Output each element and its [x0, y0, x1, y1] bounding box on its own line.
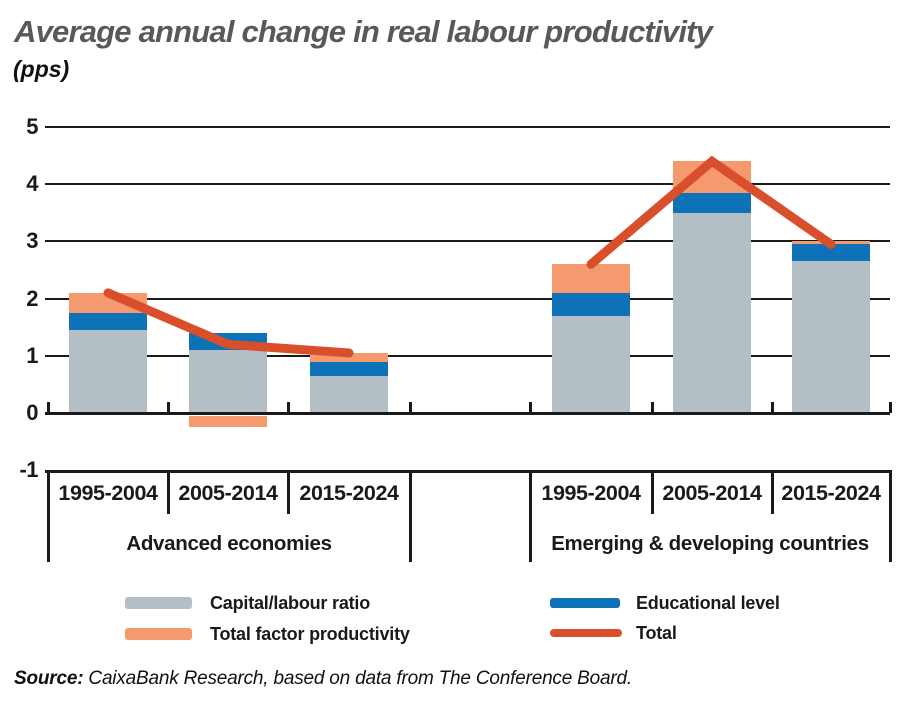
group-label-0: Advanced economies: [126, 532, 332, 555]
table-divider: [771, 470, 774, 514]
table-divider: [651, 470, 654, 514]
y-axis-label-5: 5: [26, 114, 38, 139]
period-label-3: 1995-2004: [541, 481, 641, 505]
x-axis-tick: [651, 402, 654, 413]
table-divider: [167, 470, 170, 514]
x-axis-tick: [287, 402, 290, 413]
bar-tfp-0: [69, 292, 147, 313]
period-label-0: 1995-2004: [58, 481, 158, 505]
table-divider: [529, 470, 532, 562]
legend: Capital/labour ratio Total factor produc…: [0, 585, 900, 655]
group-label-1: Emerging & developing countries: [551, 532, 869, 555]
bar-educational-1: [189, 332, 267, 351]
bar-tfp-5: [792, 241, 870, 245]
bar-capital-labour-0: [69, 330, 147, 413]
legend-label-capital-labour-ratio: Capital/labour ratio: [210, 593, 371, 613]
period-label-2: 2015-2024: [299, 481, 399, 505]
y-axis-label-4: 4: [26, 171, 38, 197]
gridline-1: [45, 354, 890, 357]
y-axis-label-0: 0: [26, 400, 38, 425]
bar-tfp-3: [552, 264, 630, 293]
source-note: Source: CaixaBank Research, based on dat…: [14, 668, 632, 690]
bar-tfp-2: [310, 352, 388, 362]
x-axis-tick: [167, 402, 170, 413]
y-axis-label-2: 2: [26, 285, 38, 311]
x-axis-baseline: [45, 412, 890, 415]
legend-label-educational-level: Educational level: [636, 593, 780, 613]
y-axis-label-1: 1: [26, 342, 38, 368]
bar-educational-0: [69, 312, 147, 331]
plot-area: 5 4 3 2 1 0 -1 1995-2004 2005-2014 2015-2024 1995-…: [19, 114, 892, 562]
bar-capital-labour-2: [310, 375, 388, 413]
bar-educational-5: [792, 244, 870, 262]
bar-tfp-1: [189, 415, 267, 428]
period-label-4: 2005-2014: [662, 481, 762, 505]
bar-educational-3: [552, 292, 630, 316]
table-divider: [47, 470, 50, 562]
chart-unit-label: (pps): [13, 56, 70, 82]
legend-swatch-capital-labour-ratio: [125, 597, 192, 609]
x-axis-tick: [409, 402, 412, 413]
legend-swatch-total-factor-productivity: [125, 628, 192, 640]
bar-capital-labour-1: [189, 350, 267, 413]
table-divider: [889, 470, 892, 562]
gridline-3: [45, 240, 890, 243]
bar-capital-labour-5: [792, 261, 870, 413]
gridline-4: [45, 183, 890, 186]
bar-educational-4: [673, 192, 751, 213]
table-top-line: [45, 470, 890, 473]
bar-capital-labour-4: [673, 212, 751, 413]
legend-label-total: Total: [636, 623, 677, 643]
table-divider: [287, 470, 290, 514]
chart-title: Average annual change in real labour pro…: [14, 14, 713, 49]
source-prefix: Source:: [14, 668, 84, 689]
source-text: CaixaBank Research, based on data from T…: [83, 668, 632, 689]
period-label-1: 2005-2014: [178, 481, 278, 505]
legend-swatch-total-line: [550, 629, 622, 637]
bar-educational-2: [310, 361, 388, 376]
gridline-5: [45, 126, 890, 128]
x-axis-tick: [771, 402, 774, 413]
x-axis-tick: [47, 402, 50, 413]
bar-capital-labour-3: [552, 315, 630, 413]
y-axis-label--1: -1: [19, 457, 38, 483]
x-axis-tick: [529, 402, 532, 413]
legend-label-total-factor-productivity: Total factor productivity: [210, 624, 410, 644]
y-axis-label-3: 3: [26, 228, 38, 254]
period-label-5: 2015-2024: [781, 481, 881, 505]
table-divider: [409, 470, 412, 562]
bar-tfp-4: [673, 161, 751, 193]
legend-swatch-educational-level: [550, 598, 620, 608]
gridline-2: [45, 297, 890, 300]
x-axis-tick: [889, 402, 892, 413]
